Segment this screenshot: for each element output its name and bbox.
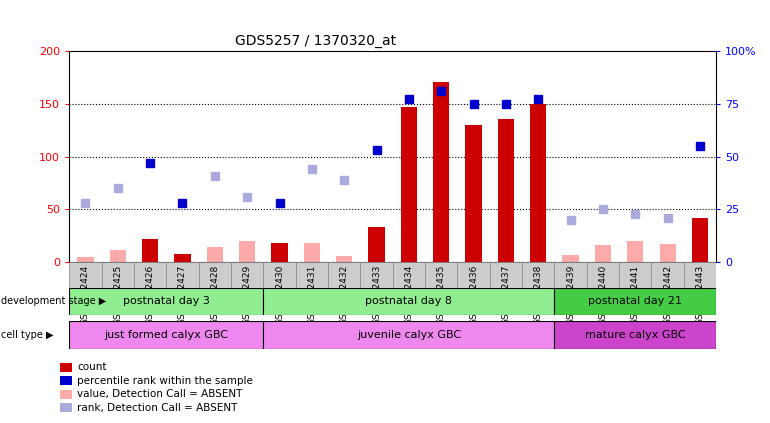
Text: rank, Detection Call = ABSENT: rank, Detection Call = ABSENT [77, 403, 237, 413]
Bar [166, 262, 199, 315]
Text: mature calyx GBC: mature calyx GBC [585, 330, 685, 340]
Bar [562, 255, 578, 262]
Text: GSM1202429: GSM1202429 [243, 265, 252, 325]
Text: GSM1202432: GSM1202432 [340, 265, 349, 325]
Text: postnatal day 21: postnatal day 21 [588, 297, 682, 306]
Text: GSM1202428: GSM1202428 [210, 265, 219, 325]
Text: GSM1202433: GSM1202433 [372, 265, 381, 325]
Bar [465, 125, 482, 262]
Bar [627, 241, 643, 262]
Text: count: count [77, 362, 106, 372]
Text: GSM1202442: GSM1202442 [663, 265, 672, 325]
Bar [263, 321, 554, 349]
Bar [691, 218, 708, 262]
Bar [400, 107, 417, 262]
Text: GSM1202430: GSM1202430 [275, 265, 284, 325]
Bar [174, 254, 190, 262]
Bar [433, 82, 450, 262]
Text: GSM1202426: GSM1202426 [146, 265, 155, 325]
Bar [425, 262, 457, 315]
Bar [587, 262, 619, 315]
Bar [134, 262, 166, 315]
Bar [651, 262, 684, 315]
Bar [522, 262, 554, 315]
Bar [360, 262, 393, 315]
Bar [490, 262, 522, 315]
Bar [263, 288, 554, 315]
Bar [659, 244, 676, 262]
Text: development stage ▶: development stage ▶ [1, 297, 106, 306]
Text: GSM1202439: GSM1202439 [566, 265, 575, 325]
Bar [368, 228, 384, 262]
Text: cell type ▶: cell type ▶ [1, 330, 53, 340]
Bar [303, 243, 320, 262]
Bar [530, 104, 546, 262]
Bar [328, 262, 360, 315]
Bar [684, 262, 716, 315]
Text: GSM1202425: GSM1202425 [113, 265, 122, 325]
Bar [206, 247, 223, 262]
Text: percentile rank within the sample: percentile rank within the sample [77, 376, 253, 386]
Bar [69, 321, 263, 349]
Bar [497, 119, 514, 262]
Bar [77, 257, 94, 262]
Bar [263, 262, 296, 315]
Bar [69, 262, 102, 315]
Text: juvenile calyx GBC: juvenile calyx GBC [357, 330, 461, 340]
Text: GSM1202441: GSM1202441 [631, 265, 640, 325]
Bar [554, 288, 716, 315]
Text: postnatal day 8: postnatal day 8 [366, 297, 452, 306]
Bar [102, 262, 134, 315]
Text: GSM1202438: GSM1202438 [534, 265, 543, 325]
Bar [271, 243, 287, 262]
Text: just formed calyx GBC: just formed calyx GBC [104, 330, 229, 340]
Text: GSM1202431: GSM1202431 [307, 265, 316, 325]
Text: GSM1202436: GSM1202436 [469, 265, 478, 325]
Title: GDS5257 / 1370320_at: GDS5257 / 1370320_at [235, 34, 396, 48]
Text: postnatal day 3: postnatal day 3 [123, 297, 209, 306]
Bar [239, 241, 255, 262]
Text: GSM1202437: GSM1202437 [501, 265, 511, 325]
Text: GSM1202424: GSM1202424 [81, 265, 90, 325]
Text: GSM1202443: GSM1202443 [695, 265, 705, 325]
Bar [554, 262, 587, 315]
Text: GSM1202434: GSM1202434 [404, 265, 413, 325]
Bar [336, 256, 352, 262]
Text: GSM1202440: GSM1202440 [598, 265, 608, 325]
Bar [296, 262, 328, 315]
Bar [69, 288, 263, 315]
Bar [393, 262, 425, 315]
Bar [199, 262, 231, 315]
Text: GSM1202427: GSM1202427 [178, 265, 187, 325]
Text: value, Detection Call = ABSENT: value, Detection Call = ABSENT [77, 389, 243, 399]
Bar [457, 262, 490, 315]
Text: GSM1202435: GSM1202435 [437, 265, 446, 325]
Bar [554, 321, 716, 349]
Bar [109, 250, 126, 262]
Bar [619, 262, 651, 315]
Bar [594, 245, 611, 262]
Bar [142, 239, 159, 262]
Bar [231, 262, 263, 315]
